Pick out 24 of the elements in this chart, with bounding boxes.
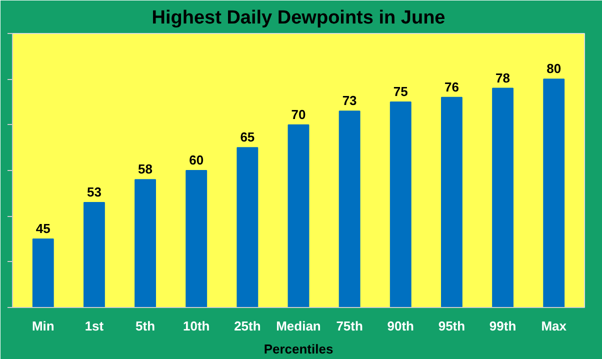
data-label: 78 — [496, 70, 510, 86]
x-tick-label: 90th — [387, 318, 414, 334]
data-label: 80 — [546, 61, 562, 76]
data-label: 58 — [138, 162, 153, 177]
data-label: 60 — [189, 152, 204, 168]
x-tick-label: Median — [276, 318, 321, 334]
chart-title: Highest Daily Dewpoints in June — [152, 8, 446, 28]
data-label: 75 — [393, 84, 408, 99]
x-tick-label: Min — [32, 318, 54, 334]
x-tick-label: 10th — [182, 318, 210, 334]
x-tick-label: Max — [541, 318, 568, 334]
data-label: 45 — [36, 221, 50, 236]
x-tick-label: 99th — [489, 318, 516, 334]
data-label: 53 — [86, 184, 102, 200]
x-tick-label: 25th — [234, 318, 261, 334]
data-label: 70 — [291, 106, 306, 122]
x-tick-label: 95th — [438, 318, 466, 334]
x-tick-label: 75th — [336, 318, 363, 334]
data-label: 65 — [240, 130, 255, 145]
x-axis-title: Percentiles — [264, 342, 334, 356]
x-tick-label: 1st — [84, 318, 104, 334]
x-tick-label: 5th — [136, 318, 156, 334]
data-label: 73 — [342, 93, 357, 108]
data-label: 76 — [444, 79, 459, 94]
